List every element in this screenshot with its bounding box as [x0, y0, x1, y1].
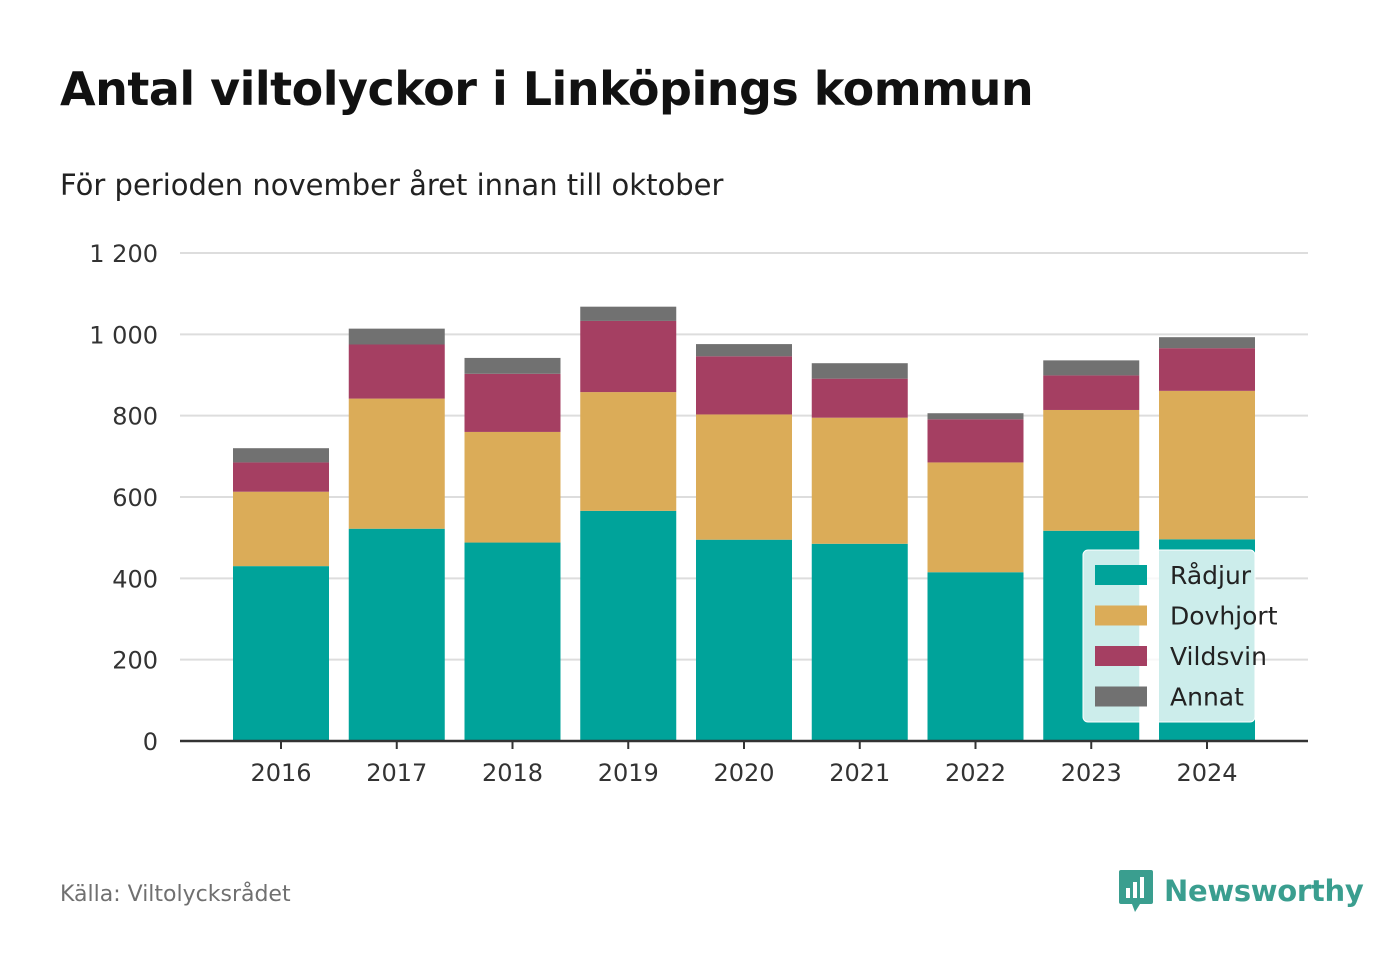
x-axis: 2016 2017 2018 2019 2020 2021 2022 2023 2024 [180, 739, 1308, 787]
bar-segment [696, 414, 792, 540]
bar-segment [927, 572, 1024, 741]
bar-segment [233, 491, 329, 567]
legend-label: Vildsvin [1170, 642, 1267, 671]
brand-logo: Newsworthy [1118, 868, 1364, 914]
y-tick-label: 400 [112, 565, 158, 593]
bar-segment [1159, 348, 1255, 391]
legend-label: Dovhjort [1170, 602, 1278, 631]
bar-segment [348, 344, 445, 399]
bar-segment [696, 356, 792, 415]
y-tick-label: 200 [112, 647, 158, 675]
x-tick-label: 2021 [829, 759, 890, 787]
bar-segment [1043, 409, 1140, 531]
y-axis-tick-labels: 0 200 400 600 800 1 000 1 200 [89, 240, 158, 756]
bar-segment [580, 306, 677, 321]
bar-segment [927, 413, 1024, 420]
legend: Rådjur Dovhjort Vildsvin Annat [1082, 549, 1278, 723]
bar-segment [811, 417, 908, 544]
legend-swatch [1095, 605, 1147, 626]
bar-segment [233, 448, 329, 463]
y-tick-label: 0 [143, 728, 158, 756]
chart-subtitle: För perioden november året innan till ok… [60, 168, 724, 202]
bar-segment [348, 398, 445, 529]
legend-box [1082, 549, 1256, 723]
legend-label: Annat [1170, 683, 1244, 712]
y-tick-label: 1 000 [89, 321, 158, 349]
legend-swatch [1095, 565, 1147, 585]
bar-segment [1159, 390, 1255, 540]
bar-segment [927, 419, 1024, 463]
legend-label: Rådjur [1170, 561, 1252, 590]
x-tick-label: 2018 [482, 759, 543, 787]
x-tick-label: 2016 [250, 759, 311, 787]
y-tick-label: 1 200 [89, 240, 158, 268]
x-tick-label: 2024 [1176, 759, 1237, 787]
bar-segment [464, 542, 561, 741]
legend-swatch [1095, 686, 1147, 707]
bar-segment [464, 431, 561, 543]
bar-segment [1043, 375, 1140, 410]
bar-segment [580, 392, 677, 511]
brand-name: Newsworthy [1164, 874, 1364, 908]
chart-title: Antal viltolyckor i Linköpings kommun [60, 62, 1034, 116]
bar-segment [348, 528, 445, 741]
bar-segment [811, 363, 908, 379]
bar-segment [811, 543, 908, 741]
newsworthy-logo-icon [1119, 870, 1153, 912]
x-tick-label: 2020 [713, 759, 774, 787]
x-tick-label: 2022 [945, 759, 1006, 787]
bar-segment [233, 566, 329, 741]
bar-segment [696, 344, 792, 357]
legend-swatch [1095, 646, 1147, 666]
x-tick-label: 2023 [1061, 759, 1122, 787]
bars [233, 306, 1255, 741]
y-tick-label: 600 [112, 484, 158, 512]
x-tick-label: 2017 [366, 759, 427, 787]
bar-segment [348, 328, 445, 345]
bar-segment [464, 357, 561, 374]
bar-segment [464, 373, 561, 432]
bar-segment [1043, 360, 1140, 376]
source-note: Källa: Viltolycksrådet [60, 882, 291, 907]
bar-segment [580, 320, 677, 393]
bar-segment [696, 539, 792, 741]
bar-segment [1159, 337, 1255, 349]
bar-segment [927, 462, 1024, 573]
bar-segment [580, 510, 677, 741]
x-tick-label: 2019 [598, 759, 659, 787]
y-tick-label: 800 [112, 403, 158, 431]
bar-segment [811, 378, 908, 418]
bar-segment [233, 462, 329, 492]
